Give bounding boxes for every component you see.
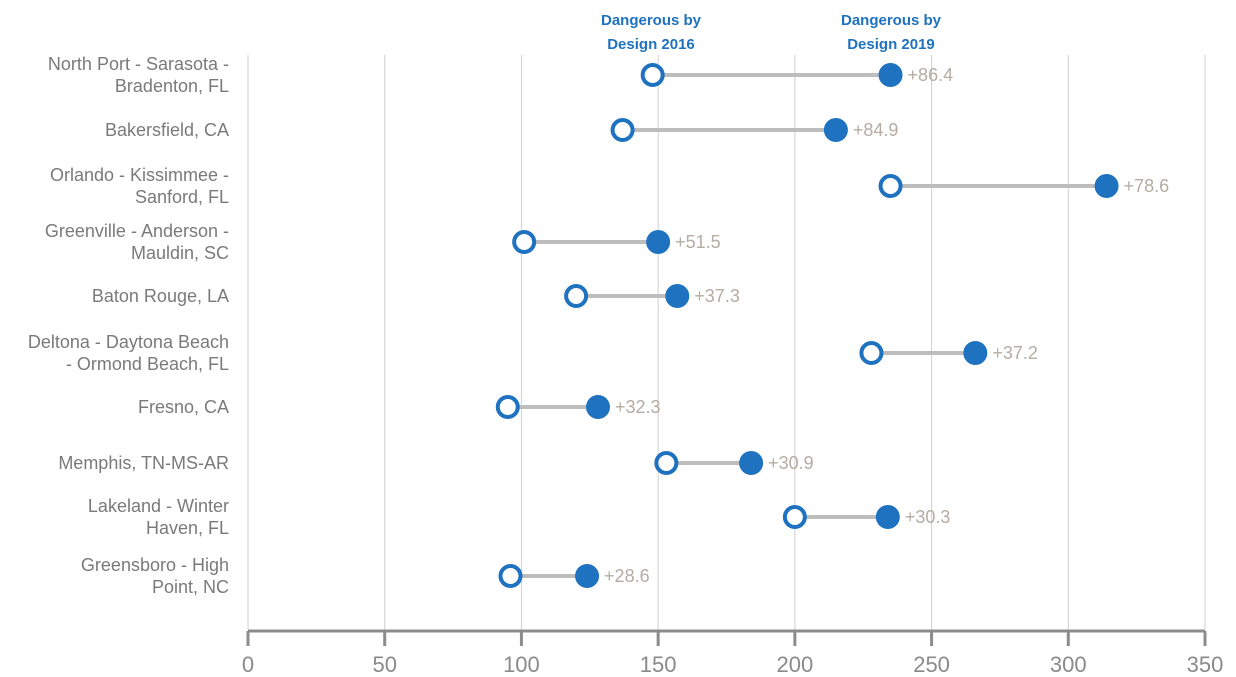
category-label: Orlando - Kissimmee - (50, 165, 229, 185)
marker-2019 (875, 505, 900, 529)
chart-row: Bakersfield, CA +84.9 (105, 118, 898, 142)
marker-2019 (646, 230, 671, 254)
chart-row: Baton Rouge, LA +37.3 (92, 284, 740, 308)
category-label: Baton Rouge, LA (92, 286, 229, 306)
x-tick-label: 200 (776, 652, 813, 677)
marker-2019 (963, 341, 988, 365)
delta-label: +30.3 (905, 507, 951, 527)
delta-label: +37.2 (992, 343, 1038, 363)
chart-row: Greenville - Anderson -Mauldin, SC +51.5 (45, 221, 721, 263)
legend-end-line1: Dangerous by (841, 12, 942, 29)
category-label: North Port - Sarasota - (48, 54, 229, 74)
x-axis: 0 50 100 150 200 250 300 350 (242, 629, 1224, 677)
category-label: Memphis, TN-MS-AR (58, 453, 229, 473)
chart-rows: North Port - Sarasota -Bradenton, FL +86.… (28, 54, 1169, 597)
delta-label: +51.5 (675, 232, 721, 252)
marker-2019 (575, 564, 600, 588)
category-label: Greenville - Anderson - (45, 221, 229, 241)
marker-2019 (878, 63, 903, 87)
marker-2016 (564, 284, 589, 308)
category-label: Bradenton, FL (115, 76, 229, 96)
chart-row: Fresno, CA +32.3 (138, 395, 661, 419)
x-tick-label: 100 (503, 652, 540, 677)
x-tick-label: 250 (913, 652, 950, 677)
category-label: Bakersfield, CA (105, 120, 229, 140)
category-label: Deltona - Daytona Beach (28, 332, 229, 352)
marker-2016 (878, 174, 903, 198)
delta-label: +78.6 (1124, 176, 1170, 196)
delta-label: +28.6 (604, 566, 650, 586)
marker-2019 (1094, 174, 1119, 198)
legend: Dangerous by Design 2016 Dangerous by De… (601, 12, 942, 53)
legend-start-line1: Dangerous by (601, 12, 702, 29)
grid-lines (247, 55, 1206, 630)
marker-2016 (859, 341, 884, 365)
legend-start-line2: Design 2016 (607, 36, 695, 53)
category-label: - Ormond Beach, FL (66, 354, 229, 374)
marker-2016 (640, 63, 665, 87)
chart-row: North Port - Sarasota -Bradenton, FL +86.… (48, 54, 953, 96)
category-label: Haven, FL (146, 518, 229, 538)
delta-label: +84.9 (853, 120, 899, 140)
x-tick-label: 350 (1187, 652, 1224, 677)
delta-label: +37.3 (694, 286, 740, 306)
marker-2016 (512, 230, 537, 254)
chart-row: Deltona - Daytona Beach- Ormond Beach, F… (28, 332, 1038, 374)
marker-2016 (610, 118, 635, 142)
x-tick-label: 0 (242, 652, 254, 677)
marker-2016 (782, 505, 807, 529)
delta-label: +86.4 (908, 65, 954, 85)
marker-2019 (823, 118, 848, 142)
category-label: Greensboro - High (81, 555, 229, 575)
x-tick-label: 50 (372, 652, 396, 677)
legend-end-line2: Design 2019 (847, 36, 935, 53)
marker-2019 (585, 395, 610, 419)
marker-2019 (665, 284, 690, 308)
category-label: Fresno, CA (138, 397, 229, 417)
chart-row: Memphis, TN-MS-AR +30.9 (58, 451, 814, 475)
category-label: Point, NC (152, 577, 229, 597)
x-tick-label: 150 (640, 652, 677, 677)
marker-2016 (654, 451, 679, 475)
delta-label: +32.3 (615, 397, 661, 417)
delta-label: +30.9 (768, 453, 814, 473)
marker-2016 (495, 395, 520, 419)
marker-2019 (739, 451, 764, 475)
category-label: Lakeland - Winter (88, 496, 229, 516)
marker-2016 (498, 564, 523, 588)
x-tick-label: 300 (1050, 652, 1087, 677)
chart-row: Orlando - Kissimmee -Sanford, FL +78.6 (50, 165, 1169, 207)
category-label: Mauldin, SC (131, 243, 229, 263)
category-label: Sanford, FL (135, 187, 229, 207)
